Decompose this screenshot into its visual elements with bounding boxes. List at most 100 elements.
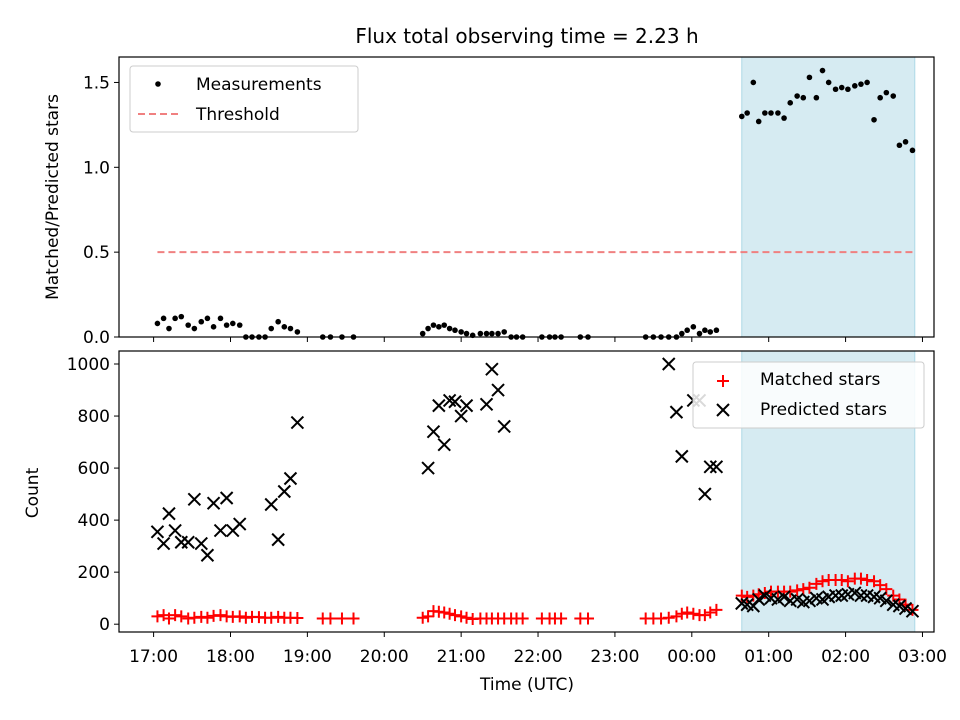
matched-star-point bbox=[443, 607, 456, 620]
predicted-star-point bbox=[277, 484, 292, 499]
predicted-star-point bbox=[662, 357, 676, 371]
predicted-stars-points bbox=[150, 357, 920, 618]
top-legend-box bbox=[129, 65, 359, 133]
measurement-point bbox=[762, 110, 768, 116]
predicted-star-point bbox=[879, 594, 894, 608]
measurement-point bbox=[702, 327, 708, 334]
predicted-star-point bbox=[698, 487, 712, 501]
measurement-point bbox=[268, 325, 275, 332]
predicted-star-point bbox=[150, 525, 165, 539]
matched-star-point bbox=[841, 575, 854, 588]
predicted-star-point bbox=[283, 471, 298, 486]
predicted-star-point bbox=[485, 362, 499, 376]
matched-star-point bbox=[291, 611, 304, 624]
measurement-point bbox=[871, 116, 877, 123]
measurement-point bbox=[877, 94, 883, 101]
matched-star-point bbox=[710, 603, 723, 616]
measurement-point bbox=[738, 113, 745, 120]
measurement-point bbox=[794, 93, 800, 99]
predicted-star-point bbox=[290, 415, 305, 430]
matched-star-point bbox=[803, 581, 816, 594]
measurement-point bbox=[489, 330, 495, 337]
measurement-point bbox=[217, 315, 224, 322]
measurement-point bbox=[275, 318, 281, 325]
measurement-point bbox=[294, 329, 301, 335]
matched-star-point bbox=[455, 610, 468, 623]
matched-star-point bbox=[854, 572, 867, 585]
measurement-point bbox=[768, 110, 774, 116]
measurement-point bbox=[495, 330, 501, 337]
measurement-point bbox=[166, 325, 172, 332]
matched-star-point bbox=[874, 579, 887, 592]
measurement-point bbox=[236, 322, 243, 328]
measurement-point bbox=[154, 320, 161, 327]
predicted-star-point bbox=[426, 424, 441, 439]
predicted-star-point bbox=[156, 536, 171, 551]
predicted-star-point bbox=[200, 548, 215, 562]
measurement-point bbox=[902, 139, 909, 145]
measurement-point bbox=[204, 315, 211, 322]
x-tick-label: 17:00 bbox=[129, 647, 178, 667]
predicted-star-point bbox=[802, 594, 817, 608]
predicted-star-point bbox=[421, 461, 435, 475]
predicted-star-point bbox=[206, 496, 221, 510]
bottom-y-ticks: 0 200 400 600 800 1000 bbox=[67, 355, 119, 635]
measurement-point bbox=[223, 322, 230, 328]
measurement-point bbox=[845, 86, 851, 93]
measurement-point bbox=[281, 324, 288, 330]
measurement-point bbox=[775, 110, 781, 116]
x-tick-label: 20:00 bbox=[360, 647, 409, 667]
measurement-point bbox=[430, 322, 437, 328]
legend-threshold-label: Threshold bbox=[195, 105, 280, 125]
matched-star-point bbox=[670, 610, 683, 623]
measurement-point bbox=[229, 320, 236, 327]
matched-star-point bbox=[698, 609, 711, 622]
top-legend: Measurements Threshold bbox=[129, 65, 359, 133]
measurement-point bbox=[781, 115, 787, 121]
predicted-star-point bbox=[187, 492, 202, 507]
top-y-tick-label: 1.0 bbox=[83, 158, 110, 178]
measurement-point bbox=[819, 67, 826, 74]
bottom-panel: 0 200 400 600 800 1000 17:00 18:00 19:00 20:00 21… bbox=[23, 350, 947, 695]
legend-predicted-marker bbox=[716, 403, 730, 417]
predicted-star-point bbox=[194, 536, 208, 551]
measurement-point bbox=[806, 74, 813, 81]
bottom-legend-box bbox=[692, 361, 925, 429]
top-axes-frame bbox=[118, 56, 935, 338]
measurement-point bbox=[883, 89, 890, 96]
matched-star-point bbox=[438, 606, 451, 619]
predicted-star-point bbox=[264, 497, 278, 512]
measurement-point bbox=[425, 325, 431, 332]
x-tick-label: 02:00 bbox=[821, 647, 870, 667]
matched-star-point bbox=[162, 612, 175, 625]
matched-star-point bbox=[681, 606, 694, 619]
matched-star-point bbox=[555, 612, 568, 625]
x-tick-label: 03:00 bbox=[898, 647, 947, 667]
predicted-star-point bbox=[675, 449, 689, 464]
measurement-point bbox=[160, 315, 167, 322]
measurement-point bbox=[890, 93, 897, 99]
predicted-star-point bbox=[454, 409, 468, 423]
matched-star-point bbox=[347, 612, 360, 625]
matched-star-point bbox=[868, 575, 881, 588]
measurement-point bbox=[191, 325, 198, 332]
matched-star-point bbox=[416, 611, 429, 624]
matched-star-point bbox=[335, 612, 348, 625]
bottom-x-ticks: 17:00 18:00 19:00 20:00 21:00 22:00 23:00 00:00… bbox=[129, 632, 947, 667]
x-axis-label: Time (UTC) bbox=[479, 675, 574, 695]
x-tick-label: 00:00 bbox=[667, 647, 716, 667]
predicted-star-point bbox=[162, 506, 176, 521]
predicted-star-point bbox=[213, 523, 228, 538]
measurement-point bbox=[707, 329, 714, 335]
measurement-point bbox=[198, 318, 205, 325]
measurement-point bbox=[713, 327, 720, 334]
measurement-point bbox=[458, 329, 464, 335]
measurement-point bbox=[679, 330, 685, 337]
measurement-point bbox=[896, 142, 903, 149]
measurement-point bbox=[825, 79, 832, 86]
predicted-star-point bbox=[751, 592, 766, 607]
measurement-point bbox=[172, 315, 178, 322]
x-tick-label: 22:00 bbox=[514, 647, 563, 667]
x-tick-label: 19:00 bbox=[283, 647, 332, 667]
x-tick-label: 23:00 bbox=[590, 647, 639, 667]
